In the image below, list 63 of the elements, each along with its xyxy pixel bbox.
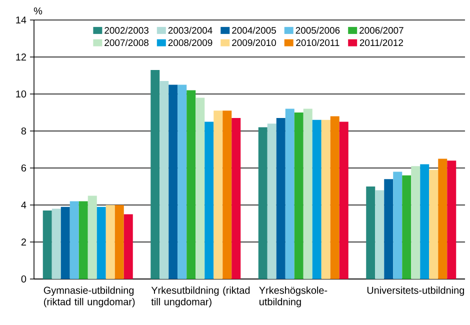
y-tick-label: 8 — [21, 127, 26, 135]
bar — [321, 120, 330, 279]
y-tick-label: 4 — [21, 202, 26, 208]
x-tick-label: Yrkeshögskole-utbildning — [259, 286, 328, 308]
legend-label: 2003/2004 — [168, 26, 212, 34]
legend-label: 2009/2010 — [232, 39, 276, 46]
bar — [339, 122, 348, 279]
y-tick-label: 10 — [16, 90, 26, 98]
bar — [276, 118, 286, 279]
bar — [106, 205, 115, 279]
bar — [160, 81, 169, 279]
legend-label: 2007/2008 — [104, 39, 149, 46]
bar — [402, 175, 412, 279]
legend-label: 2011/2012 — [360, 39, 403, 46]
y-tick-label: 14 — [16, 16, 26, 24]
legend-label: 2005/2006 — [296, 26, 340, 34]
bar — [384, 179, 394, 279]
x-tick-label: Universitets-utbildning — [367, 286, 464, 296]
legend-label: 2008/2009 — [168, 39, 212, 46]
bar — [420, 164, 430, 279]
bar — [124, 214, 133, 279]
bar — [70, 201, 79, 279]
bar — [294, 112, 304, 279]
legend-label: 2006/2007 — [360, 26, 404, 34]
bar — [52, 208, 61, 279]
bar — [366, 186, 376, 279]
bar — [447, 160, 456, 279]
bar — [196, 98, 205, 279]
bar — [96, 206, 106, 279]
bar — [88, 196, 97, 279]
bar — [375, 190, 384, 279]
bar — [393, 172, 402, 279]
bar — [60, 206, 70, 279]
bar — [438, 158, 448, 279]
bar — [258, 127, 268, 279]
bar — [178, 84, 187, 279]
bar — [204, 122, 214, 279]
y-axis-title: % — [34, 7, 42, 14]
bar — [429, 170, 438, 279]
y-tick-label: 0 — [21, 275, 26, 283]
bar — [303, 108, 312, 279]
x-tick-label: Yrkesutbildning (riktad till ungdomar) — [151, 286, 250, 308]
bar — [232, 118, 241, 279]
bar — [330, 116, 340, 279]
y-tick-label: 12 — [16, 54, 26, 60]
bar — [42, 210, 52, 279]
bar — [267, 124, 276, 279]
bar — [114, 205, 124, 279]
legend-label: 2002/2003 — [104, 26, 148, 34]
x-tick-label: Gymnasie-utbildning (riktad till ungdomar) — [44, 286, 135, 308]
bar — [214, 110, 223, 279]
bar — [285, 108, 294, 279]
bar — [411, 166, 420, 279]
bar — [168, 84, 178, 279]
bar — [222, 110, 232, 279]
y-tick-label: 2 — [21, 238, 26, 246]
bar — [312, 120, 322, 279]
legend-label: 2010/2011 — [296, 39, 340, 46]
legend-label: 2004/2005 — [232, 26, 276, 34]
bar — [150, 70, 160, 279]
bar — [186, 90, 196, 279]
bar — [78, 201, 88, 279]
y-tick-label: 6 — [21, 164, 26, 172]
